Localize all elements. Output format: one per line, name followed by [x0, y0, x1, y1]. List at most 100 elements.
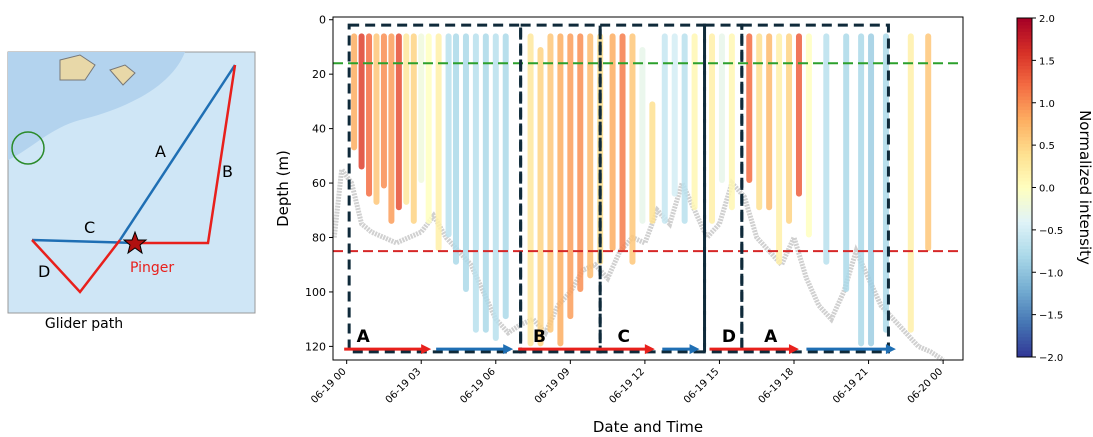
figure: A B C D Pinger Glider path ABCDA02040608…	[0, 0, 1093, 437]
profile	[366, 33, 372, 196]
profile	[426, 33, 432, 224]
profile	[436, 33, 442, 251]
colorbar-step	[1017, 276, 1032, 280]
colorbar-step	[1017, 140, 1032, 144]
profile	[503, 33, 509, 319]
profile	[351, 33, 357, 150]
colorbar-step	[1017, 35, 1032, 39]
colorbar-step	[1017, 110, 1032, 114]
colorbar-step	[1017, 143, 1032, 147]
colorbar-step	[1017, 228, 1032, 232]
profile	[639, 47, 645, 224]
profile	[359, 33, 365, 169]
colorbar-step	[1017, 343, 1032, 347]
colorbar-step	[1017, 306, 1032, 310]
profile	[538, 47, 544, 346]
profile	[547, 33, 553, 332]
profile	[682, 33, 688, 224]
profile	[649, 101, 655, 224]
profile	[756, 33, 762, 210]
x-tick-label: 06-19 12	[607, 366, 647, 406]
colorbar-tick-label: 1.5	[1039, 56, 1055, 67]
profile	[776, 33, 782, 264]
profile	[908, 33, 914, 332]
profile	[557, 33, 563, 346]
profile	[786, 33, 792, 224]
profile	[403, 33, 409, 205]
x-tick-label: 06-19 21	[831, 366, 871, 406]
profile	[858, 33, 864, 346]
colorbar-step	[1017, 164, 1032, 168]
profile	[868, 33, 874, 346]
colorbar-step	[1017, 252, 1032, 256]
x-tick-label: 06-19 03	[384, 366, 424, 406]
colorbar-step	[1017, 137, 1032, 141]
colorbar-step	[1017, 198, 1032, 202]
map-panel: A B C D Pinger Glider path	[0, 0, 260, 340]
profile	[388, 33, 394, 224]
colorbar-step	[1017, 116, 1032, 120]
x-tick-label: 06-19 15	[682, 366, 722, 406]
colorbar-step	[1017, 32, 1032, 36]
x-tick-label: 06-19 18	[757, 366, 797, 406]
map-caption: Glider path	[45, 316, 123, 332]
y-tick-label: 100	[305, 286, 326, 299]
colorbar-step	[1017, 289, 1032, 293]
colorbar-step	[1017, 265, 1032, 269]
colorbar-step	[1017, 225, 1032, 229]
profile	[620, 33, 626, 251]
colorbar-step	[1017, 320, 1032, 324]
profile	[662, 33, 668, 224]
colorbar-step	[1017, 49, 1032, 53]
colorbar-step	[1017, 299, 1032, 303]
profile	[925, 33, 931, 251]
colorbar-step	[1017, 103, 1032, 107]
colorbar-step	[1017, 120, 1032, 124]
profile	[692, 33, 698, 210]
colorbar-step	[1017, 204, 1032, 208]
colorbar-step	[1017, 38, 1032, 42]
colorbar-step	[1017, 99, 1032, 103]
colorbar-step	[1017, 62, 1032, 66]
colorbar-step	[1017, 86, 1032, 90]
colorbar-step	[1017, 262, 1032, 266]
profile	[567, 33, 573, 319]
colorbar-step	[1017, 269, 1032, 273]
colorbar-step	[1017, 313, 1032, 317]
colorbar-step	[1017, 235, 1032, 239]
colorbar-step	[1017, 82, 1032, 86]
y-tick-label: 120	[305, 340, 326, 353]
profile	[746, 33, 752, 183]
profile	[672, 33, 678, 196]
leg-label: A	[155, 142, 166, 161]
colorbar-step	[1017, 72, 1032, 76]
profile	[373, 33, 379, 205]
colorbar-step	[1017, 171, 1032, 175]
colorbar-step	[1017, 93, 1032, 97]
profile	[709, 33, 715, 224]
colorbar-step	[1017, 218, 1032, 222]
colorbar-step	[1017, 89, 1032, 93]
segment-label: D	[722, 327, 736, 347]
segment-label: C	[618, 327, 630, 347]
colorbar-step	[1017, 181, 1032, 185]
x-tick-label: 06-20 00	[906, 366, 946, 406]
profile	[729, 33, 735, 210]
x-tick-label: 06-19 09	[533, 366, 573, 406]
colorbar-step	[1017, 160, 1032, 164]
arrow-head	[503, 344, 513, 354]
colorbar-step	[1017, 25, 1032, 29]
colorbar-step	[1017, 191, 1032, 195]
colorbar-step	[1017, 96, 1032, 100]
colorbar-step	[1017, 326, 1032, 330]
colorbar-step	[1017, 52, 1032, 56]
colorbar-step	[1017, 211, 1032, 215]
arrow-head	[886, 344, 896, 354]
profile	[577, 33, 583, 292]
colorbar-step	[1017, 330, 1032, 334]
colorbar-step	[1017, 272, 1032, 276]
leg-label: C	[84, 218, 95, 237]
colorbar-step	[1017, 130, 1032, 134]
profile	[473, 33, 479, 332]
